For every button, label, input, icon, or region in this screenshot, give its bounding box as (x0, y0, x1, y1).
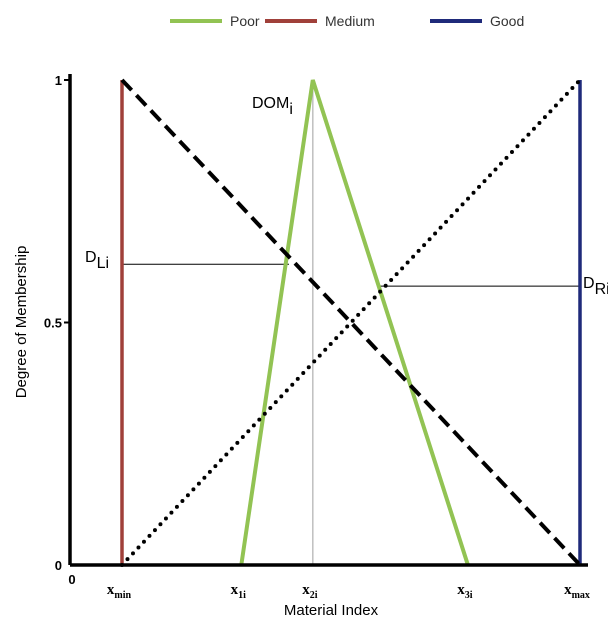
axis-labels: 0 0.5 1 0 xmin x1i x2i x3i xmax Material Index Deg… (13, 73, 590, 619)
series-line-dashed (120, 78, 582, 567)
y-tick-label: 0.5 (44, 316, 62, 331)
annotation-dli: DLi (85, 249, 109, 272)
y-tick-label: 0 (55, 558, 62, 573)
legend-label-good: Good (490, 13, 524, 29)
origin-label: 0 (68, 572, 75, 587)
x-axis-title: Material Index (284, 602, 379, 619)
series-line-dotted (120, 78, 582, 567)
axes (64, 74, 588, 567)
legend-label-poor: Poor (230, 13, 260, 29)
x-category-label: x3i (457, 582, 473, 601)
guide-lines (122, 80, 580, 565)
legend: Poor Medium Good (170, 13, 524, 29)
x-category-label: xmax (564, 582, 590, 601)
legend-label-medium: Medium (325, 13, 375, 29)
x-category-label: xmin (107, 582, 132, 601)
annotation-domi: DOMi (252, 95, 293, 118)
x-category-label: x1i (231, 582, 247, 601)
annotations: DOMi DLi DRi (85, 95, 608, 298)
series-line-poor (239, 79, 470, 566)
y-tick-label: 1 (55, 73, 62, 88)
y-axis-title: Degree of Membership (13, 246, 30, 399)
annotation-dri: DRi (583, 275, 608, 298)
x-category-label: x2i (302, 582, 318, 601)
series-lines (120, 78, 582, 567)
